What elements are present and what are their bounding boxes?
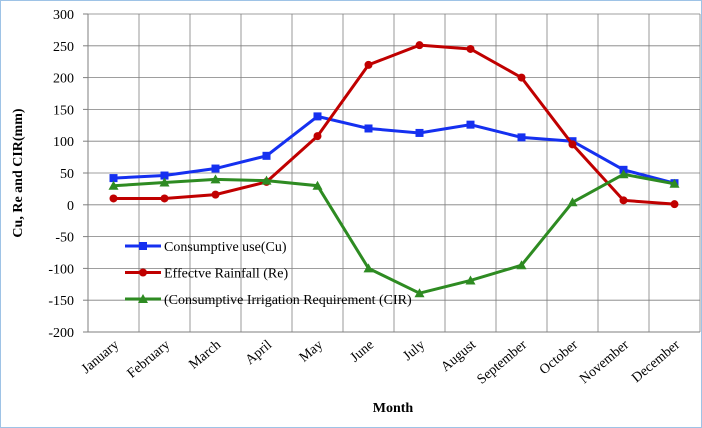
y-tick-label: 50 <box>60 167 74 182</box>
x-axis-title: Month <box>373 401 414 416</box>
y-tick-label: -150 <box>48 294 74 309</box>
data-point <box>670 200 679 209</box>
data-point <box>568 140 577 149</box>
data-point <box>262 151 271 160</box>
y-tick-label: 0 <box>67 199 74 214</box>
y-axis-title: Cu, Re and CIR(mm) <box>11 108 26 237</box>
legend-label: Effectve Rainfall (Re) <box>164 267 288 282</box>
y-tick-label: 150 <box>53 103 74 118</box>
y-tick-label: -50 <box>55 231 74 246</box>
data-point <box>516 260 527 270</box>
series-line <box>113 43 675 206</box>
data-point <box>415 128 424 137</box>
data-point <box>313 112 322 121</box>
y-tick-label: 300 <box>53 8 74 23</box>
data-point <box>160 171 169 180</box>
data-point <box>109 194 118 203</box>
data-point <box>669 178 680 188</box>
data-point <box>414 288 425 298</box>
y-tick-label: -200 <box>48 326 74 341</box>
series-line <box>113 172 675 295</box>
data-point <box>211 190 220 199</box>
data-point <box>364 124 373 133</box>
data-point <box>466 44 475 53</box>
data-point <box>159 177 170 187</box>
legend-marker <box>138 294 148 303</box>
data-point <box>211 164 220 173</box>
legend-label: (Consumptive Irrigation Requirement (CIR… <box>164 293 412 308</box>
legend-marker <box>139 268 147 277</box>
series-line <box>113 114 675 185</box>
data-point <box>210 174 221 184</box>
data-point <box>466 120 475 129</box>
data-point <box>312 180 323 190</box>
data-point <box>261 175 272 185</box>
y-tick-label: 100 <box>53 135 74 150</box>
data-point <box>465 275 476 285</box>
data-point <box>415 41 424 50</box>
y-tick-label: 250 <box>53 40 74 55</box>
y-tick-label: 200 <box>53 72 74 87</box>
data-point <box>160 194 169 203</box>
legend-marker <box>139 242 147 250</box>
data-point <box>108 180 119 190</box>
data-point <box>364 60 373 69</box>
data-point <box>517 133 526 142</box>
data-point <box>567 197 578 207</box>
data-point <box>363 263 374 273</box>
data-point <box>313 132 322 141</box>
y-tick-label: -100 <box>48 262 74 277</box>
data-point <box>109 174 118 183</box>
data-point <box>618 169 629 179</box>
legend-label: Consumptive use(Cu) <box>164 240 287 255</box>
data-point <box>517 73 526 82</box>
data-point <box>619 196 628 205</box>
